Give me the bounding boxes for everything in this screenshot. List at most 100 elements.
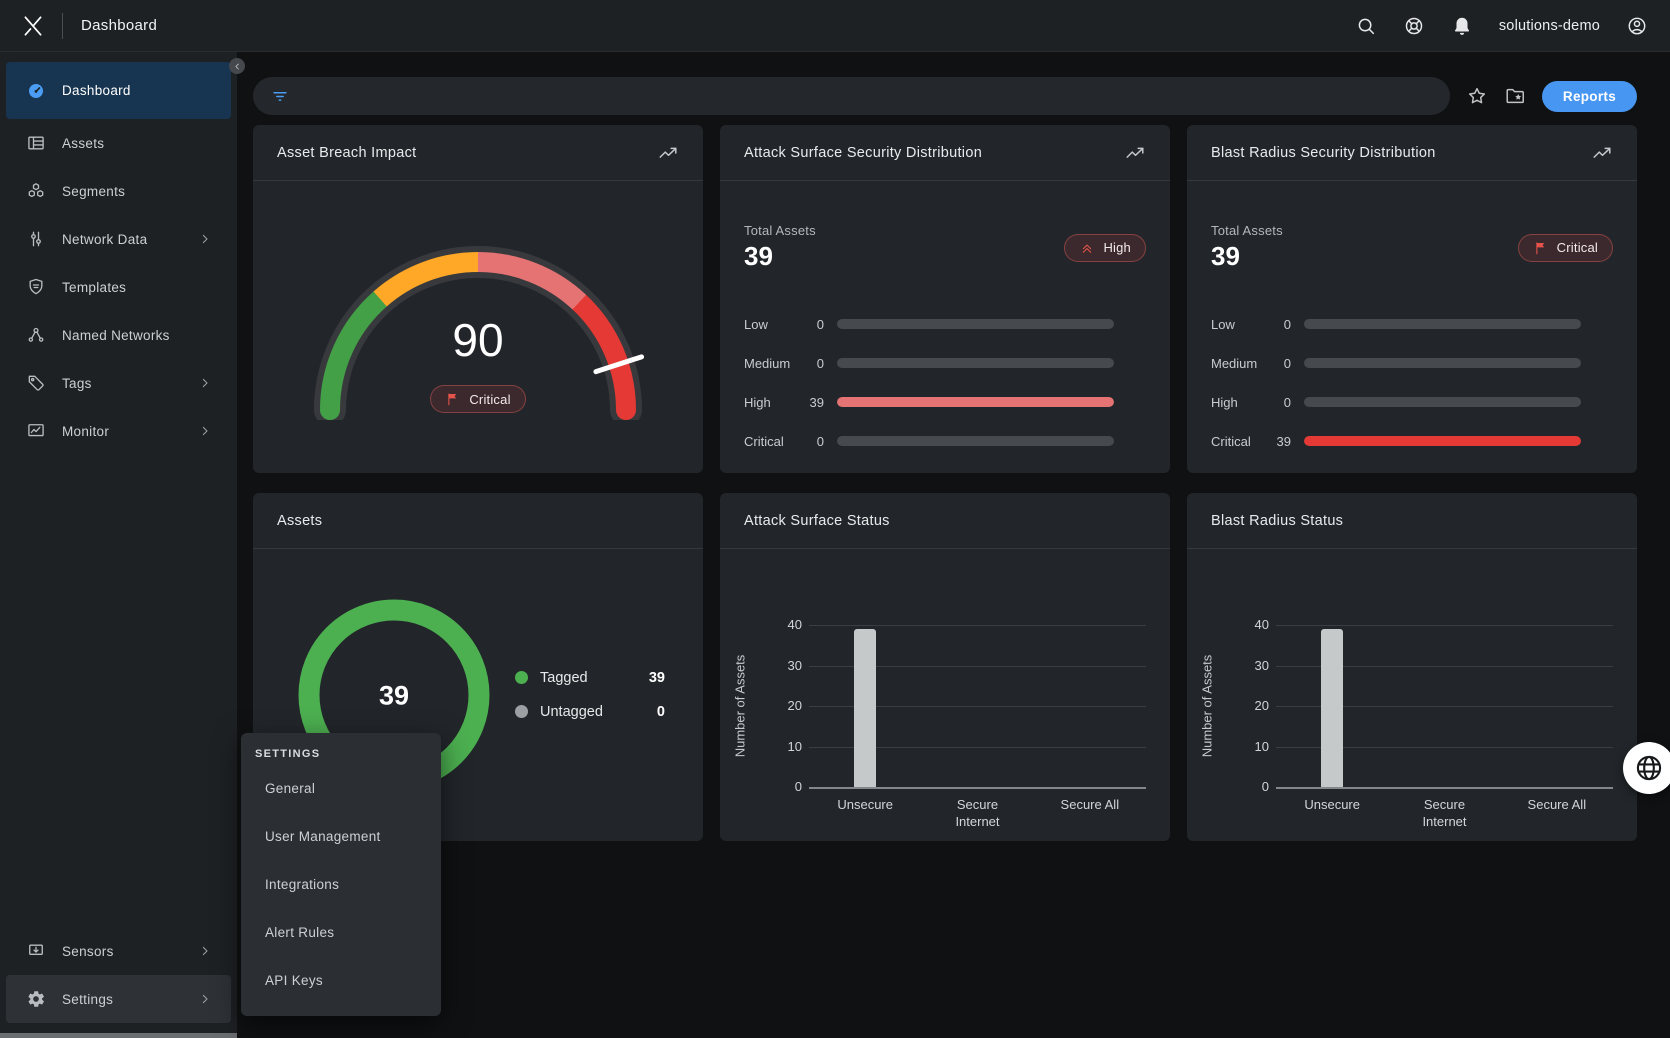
y-tick-label: 0 bbox=[1261, 779, 1269, 794]
topbar: Dashboard solutions-demo bbox=[0, 0, 1670, 52]
sidebar-item-templates[interactable]: Templates bbox=[6, 263, 231, 311]
severity-row-medium: Medium 0 bbox=[744, 353, 1114, 373]
account-name[interactable]: solutions-demo bbox=[1498, 17, 1600, 34]
settings-menu-item-api-keys[interactable]: API Keys bbox=[265, 972, 323, 988]
saved-views-folder-icon[interactable] bbox=[1504, 85, 1526, 107]
sidebar-item-label: Network Data bbox=[62, 231, 148, 247]
bar-chart: Number of Assets 0 10 20 30 40 Unsecure Secure … bbox=[1187, 549, 1637, 840]
x-axis-line bbox=[1276, 787, 1613, 789]
sidebar-item-label: Sensors bbox=[62, 943, 114, 959]
severity-label: Critical bbox=[1211, 433, 1251, 449]
sidebar-item-label: Tags bbox=[62, 375, 92, 391]
sidebar-item-assets[interactable]: Assets bbox=[6, 119, 231, 167]
sidebar-item-label: Dashboard bbox=[62, 83, 131, 98]
severity-value: 0 bbox=[1283, 316, 1291, 332]
sidebar-item-network-data[interactable]: Network Data bbox=[6, 215, 231, 263]
bar-column-unsecure bbox=[809, 625, 921, 787]
filter-input[interactable] bbox=[253, 77, 1450, 115]
favorite-star-icon[interactable] bbox=[1466, 85, 1488, 107]
card-header: Attack Surface Security Distribution bbox=[720, 125, 1170, 181]
severity-badge-label: Critical bbox=[1556, 240, 1598, 255]
legend-item-untagged: Untagged 0 bbox=[515, 698, 665, 726]
horizontal-scrollbar[interactable] bbox=[0, 1033, 237, 1038]
assistant-widget-button[interactable] bbox=[1623, 742, 1670, 794]
severity-value: 0 bbox=[1283, 394, 1291, 410]
sidebar-item-sensors[interactable]: Sensors bbox=[6, 927, 231, 975]
legend-label: Tagged bbox=[540, 669, 588, 686]
legend-label: Untagged bbox=[540, 703, 603, 720]
severity-bars: Low 0 Medium 0 High 0 Critical 39 bbox=[1211, 314, 1613, 451]
account-circle-icon[interactable] bbox=[1626, 15, 1648, 37]
sidebar-item-tags[interactable]: Tags bbox=[6, 359, 231, 407]
severity-badge-high: High bbox=[1064, 233, 1146, 262]
page-title: Dashboard bbox=[81, 17, 158, 34]
svg-text:39: 39 bbox=[379, 680, 409, 710]
main-content: Reports Asset Breach Impact 90 Critical bbox=[237, 52, 1670, 1038]
chevron-right-icon bbox=[197, 991, 213, 1007]
sidebar-bottom-nav: Sensors Settings bbox=[0, 927, 237, 1023]
y-axis-title: Number of Assets bbox=[1199, 654, 1215, 758]
help-lifebuoy-icon[interactable] bbox=[1403, 15, 1425, 37]
app-logo-icon bbox=[20, 13, 46, 39]
total-assets-label: Total Assets bbox=[1211, 223, 1283, 238]
severity-bar-track bbox=[1304, 436, 1581, 446]
sidebar-item-label: Templates bbox=[62, 279, 127, 295]
sidebar-item-named-networks[interactable]: Named Networks bbox=[6, 311, 231, 359]
chevron-right-icon bbox=[197, 423, 213, 439]
gridline bbox=[809, 665, 1146, 667]
card-title: Asset Breach Impact bbox=[277, 144, 417, 161]
sensor-icon bbox=[26, 941, 46, 961]
x-tick-label: Secure All bbox=[1060, 797, 1120, 812]
severity-value: 0 bbox=[1283, 355, 1291, 371]
legend-item-tagged: Tagged 39 bbox=[515, 664, 665, 692]
y-tick-label: 0 bbox=[794, 779, 802, 794]
globe-icon bbox=[1633, 752, 1665, 784]
reports-button[interactable]: Reports bbox=[1541, 80, 1637, 112]
y-tick-label: 30 bbox=[787, 657, 802, 673]
y-axis-title: Number of Assets bbox=[732, 654, 748, 758]
search-icon[interactable] bbox=[1355, 15, 1377, 37]
sidebar-item-monitor[interactable]: Monitor bbox=[6, 407, 231, 455]
severity-bar-track bbox=[837, 397, 1114, 407]
x-tick-label: Secure Internet bbox=[955, 797, 1000, 829]
sidebar-nav: Dashboard Assets Segments Network Data Templ… bbox=[0, 52, 237, 455]
table-icon bbox=[26, 133, 46, 153]
card-title: Assets bbox=[277, 512, 323, 529]
tag-icon bbox=[26, 373, 46, 393]
severity-value: 39 bbox=[1276, 433, 1291, 449]
sidebar-item-dashboard[interactable]: Dashboard bbox=[6, 62, 231, 119]
bar-unsecure bbox=[1321, 629, 1344, 787]
chevron-right-icon bbox=[197, 375, 213, 391]
severity-row-low: Low 0 bbox=[1211, 314, 1581, 334]
severity-badge-critical: Critical bbox=[1517, 233, 1613, 262]
sidebar-collapse-button[interactable] bbox=[229, 58, 245, 74]
bar-chart: Number of Assets 0 10 20 30 40 Unsecure Secure … bbox=[720, 549, 1170, 840]
gauge-value: 90 bbox=[452, 314, 504, 366]
settings-menu-item-alert-rules[interactable]: Alert Rules bbox=[265, 924, 335, 940]
settings-menu-item-user-management[interactable]: User Management bbox=[265, 828, 381, 844]
notifications-bell-icon[interactable] bbox=[1451, 15, 1473, 37]
total-assets-label: Total Assets bbox=[744, 223, 816, 238]
bar-column-secure-internet bbox=[921, 625, 1033, 787]
severity-row-critical: Critical 0 bbox=[744, 431, 1114, 451]
legend-value: 39 bbox=[648, 669, 665, 686]
gridline bbox=[809, 746, 1146, 748]
severity-bar-track bbox=[1304, 319, 1581, 329]
severity-label: High bbox=[744, 394, 771, 410]
total-assets: Total Assets 39 bbox=[744, 223, 816, 272]
x-tick-label: Unsecure bbox=[837, 797, 893, 812]
hexagons-icon bbox=[26, 181, 46, 201]
settings-menu-item-integrations[interactable]: Integrations bbox=[265, 876, 340, 892]
sidebar-item-segments[interactable]: Segments bbox=[6, 167, 231, 215]
x-axis-line bbox=[809, 787, 1146, 789]
bar-column-unsecure bbox=[1276, 625, 1388, 787]
sidebar-item-settings[interactable]: Settings bbox=[6, 975, 231, 1023]
severity-value: 39 bbox=[809, 394, 824, 410]
settings-menu-item-general[interactable]: General bbox=[265, 780, 316, 796]
severity-bar-fill bbox=[837, 397, 1114, 407]
status-badge-label: Critical bbox=[469, 391, 511, 407]
severity-value: 0 bbox=[816, 433, 824, 449]
card-header: Asset Breach Impact bbox=[253, 125, 703, 181]
card-title: Attack Surface Security Distribution bbox=[744, 144, 983, 161]
trending-up-icon bbox=[1591, 142, 1613, 164]
